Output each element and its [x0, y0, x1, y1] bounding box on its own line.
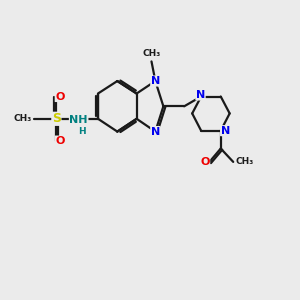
Text: O: O — [55, 92, 64, 101]
Text: N: N — [196, 90, 205, 100]
Text: CH₃: CH₃ — [14, 114, 32, 123]
Text: N: N — [151, 127, 160, 136]
Text: S: S — [52, 112, 61, 125]
Text: N: N — [151, 76, 160, 86]
Text: N: N — [220, 126, 230, 136]
Text: CH₃: CH₃ — [142, 49, 160, 58]
Text: CH₃: CH₃ — [236, 158, 254, 166]
Text: O: O — [200, 157, 210, 167]
Text: NH: NH — [69, 115, 88, 125]
Text: H: H — [78, 127, 86, 136]
Text: O: O — [55, 136, 64, 146]
